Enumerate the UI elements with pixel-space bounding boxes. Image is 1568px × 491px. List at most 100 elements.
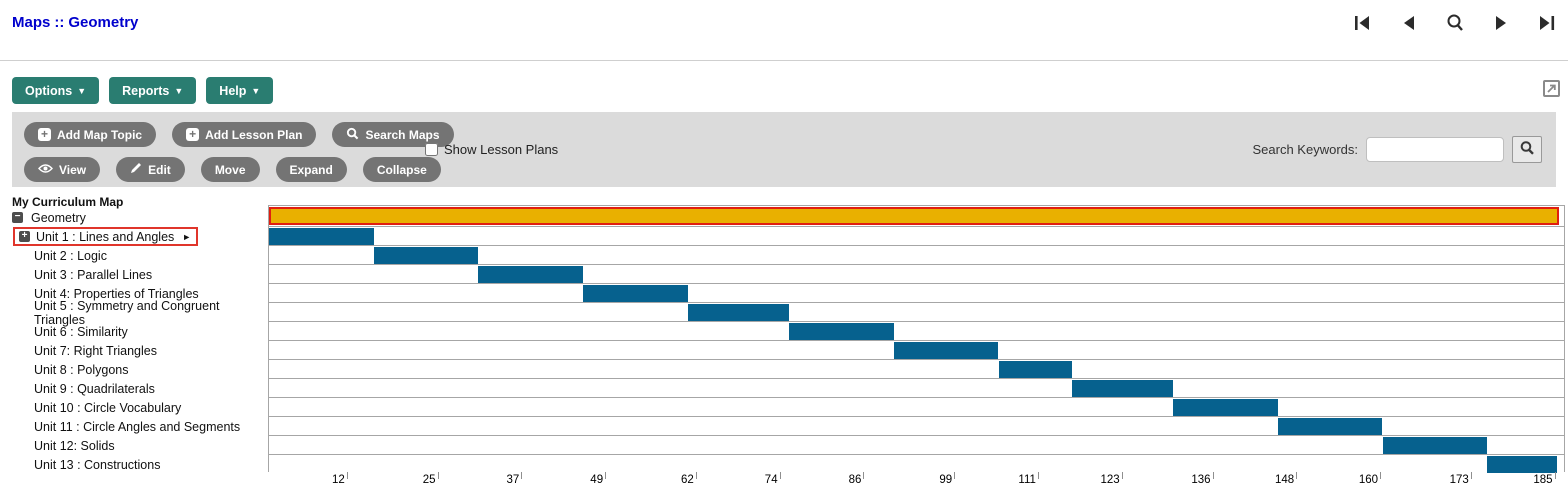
tree-root-geometry[interactable]: − Geometry bbox=[0, 208, 268, 227]
curriculum-map-title: My Curriculum Map bbox=[12, 195, 124, 209]
tree-item-label: Unit 5 : Symmetry and Congruent Triangle… bbox=[34, 298, 220, 327]
search-icon[interactable] bbox=[1444, 12, 1466, 34]
view-button[interactable]: View bbox=[24, 157, 101, 182]
go-first-icon[interactable] bbox=[1352, 12, 1374, 34]
axis-tick-label: 99 bbox=[939, 474, 953, 486]
gantt-row-unit-4 bbox=[269, 283, 1564, 302]
axis-tick-label: 185 bbox=[1533, 474, 1553, 486]
add-lesson-plan-button[interactable]: + Add Lesson Plan bbox=[172, 122, 317, 147]
tree-item-unit-11[interactable]: Unit 11 : Circle Angles and Segments bbox=[0, 417, 268, 436]
gantt-x-axis: 12 25 37 49 62 74 86 99 111 123 136 148 160 173 185 bbox=[268, 472, 1565, 490]
axis-tick-mark bbox=[863, 472, 865, 479]
axis-tick-label: 111 bbox=[1018, 474, 1036, 486]
add-map-topic-label: Add Map Topic bbox=[57, 127, 143, 142]
search-keywords-label: Search Keywords: bbox=[1252, 142, 1359, 157]
axis-tick-label: 136 bbox=[1191, 474, 1211, 486]
gantt-bar-unit-3[interactable] bbox=[478, 266, 584, 283]
collapse-button[interactable]: Collapse bbox=[362, 157, 441, 182]
search-keywords-input[interactable] bbox=[1366, 137, 1504, 162]
tree-item-unit-2[interactable]: Unit 2 : Logic bbox=[0, 246, 268, 265]
axis-tick-label: 160 bbox=[1358, 474, 1378, 486]
gantt-bar-unit-7[interactable] bbox=[893, 342, 999, 359]
tree-item-label: Unit 1 : Lines and Angles bbox=[36, 229, 175, 244]
open-in-new-window-icon[interactable] bbox=[1543, 80, 1560, 97]
options-menu-button[interactable]: Options ▼ bbox=[12, 77, 100, 104]
move-button[interactable]: Move bbox=[200, 157, 260, 182]
show-lesson-plans-label: Show Lesson Plans bbox=[444, 142, 559, 157]
gantt-bar-unit-12[interactable] bbox=[1382, 437, 1488, 454]
reports-menu-button[interactable]: Reports ▼ bbox=[109, 77, 197, 104]
axis-tick-mark bbox=[1212, 472, 1214, 479]
toolbar-row-2: View Edit Move Expand Collapse bbox=[24, 157, 441, 182]
axis-tick-mark bbox=[1121, 472, 1123, 479]
axis-tick-label: 49 bbox=[590, 474, 604, 486]
header-divider bbox=[0, 60, 1568, 61]
tree-root-label: Geometry bbox=[31, 210, 86, 225]
tree-item-unit-4[interactable]: Unit 4: Properties of Triangles bbox=[0, 284, 268, 303]
axis-tick-mark bbox=[1554, 472, 1556, 479]
gantt-bar-unit-9[interactable] bbox=[1071, 380, 1173, 397]
tree-item-label: Unit 3 : Parallel Lines bbox=[34, 267, 153, 282]
show-lesson-plans-checkbox[interactable] bbox=[425, 143, 438, 156]
gantt-row-unit-11 bbox=[269, 416, 1564, 435]
selected-item-highlight-box[interactable]: + Unit 1 : Lines and Angles ► bbox=[13, 227, 199, 246]
gantt-bar-unit-4[interactable] bbox=[583, 285, 688, 302]
gantt-bar-unit-10[interactable] bbox=[1173, 399, 1278, 416]
search-icon bbox=[1519, 140, 1535, 159]
collapse-box-icon[interactable]: − bbox=[12, 212, 23, 223]
tree-item-unit-3[interactable]: Unit 3 : Parallel Lines bbox=[0, 265, 268, 284]
gantt-bar-unit-6[interactable] bbox=[789, 323, 894, 340]
tree-item-label: Unit 9 : Quadrilaterals bbox=[34, 381, 155, 396]
gantt-bar-geometry-selected[interactable] bbox=[269, 207, 1559, 225]
gantt-row-unit-1 bbox=[269, 226, 1564, 245]
axis-tick-label: 173 bbox=[1449, 474, 1469, 486]
eye-icon bbox=[38, 163, 53, 177]
breadcrumb: Maps:: Geometry bbox=[12, 14, 138, 31]
tree-item-label: Unit 13 : Constructions bbox=[34, 457, 161, 472]
tree-item-unit-8[interactable]: Unit 8 : Polygons bbox=[0, 360, 268, 379]
gantt-row-unit-13 bbox=[269, 454, 1564, 473]
axis-tick-label: 12 bbox=[332, 474, 345, 486]
gantt-row-unit-3 bbox=[269, 264, 1564, 283]
go-next-icon[interactable] bbox=[1490, 12, 1512, 34]
axis-tick-mark bbox=[954, 472, 956, 479]
tree-item-unit-7[interactable]: Unit 7: Right Triangles bbox=[0, 341, 268, 360]
pencil-icon bbox=[130, 162, 142, 177]
gantt-bar-unit-2[interactable] bbox=[373, 247, 479, 264]
tree-item-unit-5[interactable]: Unit 5 : Symmetry and Congruent Triangle… bbox=[0, 299, 268, 327]
curriculum-tree: − Geometry + Unit 1 : Lines and Angles ► Un… bbox=[0, 208, 268, 474]
tree-item-unit-10[interactable]: Unit 10 : Circle Vocabulary bbox=[0, 398, 268, 417]
add-lesson-plan-label: Add Lesson Plan bbox=[205, 127, 303, 142]
gantt-bar-unit-1[interactable] bbox=[269, 228, 374, 245]
add-map-topic-button[interactable]: + Add Map Topic bbox=[24, 122, 157, 147]
gantt-bar-unit-13[interactable] bbox=[1487, 456, 1557, 473]
context-arrow-icon[interactable]: ► bbox=[182, 231, 192, 242]
tree-item-label: Unit 8 : Polygons bbox=[34, 362, 129, 377]
tree-item-unit-1[interactable]: + Unit 1 : Lines and Angles ► bbox=[0, 227, 268, 246]
gantt-bar-unit-8[interactable] bbox=[998, 361, 1072, 378]
edit-button[interactable]: Edit bbox=[116, 157, 185, 182]
gantt-row-geometry bbox=[269, 206, 1564, 226]
breadcrumb-section[interactable]: Maps bbox=[12, 14, 51, 31]
map-toolbar: + Add Map Topic + Add Lesson Plan Search M… bbox=[12, 112, 1556, 187]
gantt-row-unit-6 bbox=[269, 321, 1564, 340]
gantt-bar-unit-5[interactable] bbox=[687, 304, 790, 321]
gantt-bar-unit-11[interactable] bbox=[1277, 418, 1383, 435]
expand-box-icon[interactable]: + bbox=[19, 231, 30, 242]
tree-item-unit-6[interactable]: Unit 6 : Similarity bbox=[0, 322, 268, 341]
page-title: Geometry bbox=[68, 14, 139, 31]
axis-tick-mark bbox=[1037, 472, 1039, 479]
tree-item-unit-12[interactable]: Unit 12: Solids bbox=[0, 436, 268, 455]
go-previous-icon[interactable] bbox=[1398, 12, 1420, 34]
show-lesson-plans-toggle: Show Lesson Plans bbox=[425, 142, 558, 157]
tree-item-unit-9[interactable]: Unit 9 : Quadrilaterals bbox=[0, 379, 268, 398]
tree-item-unit-13[interactable]: Unit 13 : Constructions bbox=[0, 455, 268, 474]
go-last-icon[interactable] bbox=[1536, 12, 1558, 34]
axis-tick-mark bbox=[1296, 472, 1298, 479]
expand-button[interactable]: Expand bbox=[275, 157, 347, 182]
axis-tick-label: 148 bbox=[1275, 474, 1295, 486]
gantt-row-unit-9 bbox=[269, 378, 1564, 397]
search-maps-button[interactable]: Search Maps bbox=[332, 122, 454, 147]
help-menu-button[interactable]: Help ▼ bbox=[206, 77, 274, 104]
keyword-search-button[interactable] bbox=[1512, 136, 1542, 163]
